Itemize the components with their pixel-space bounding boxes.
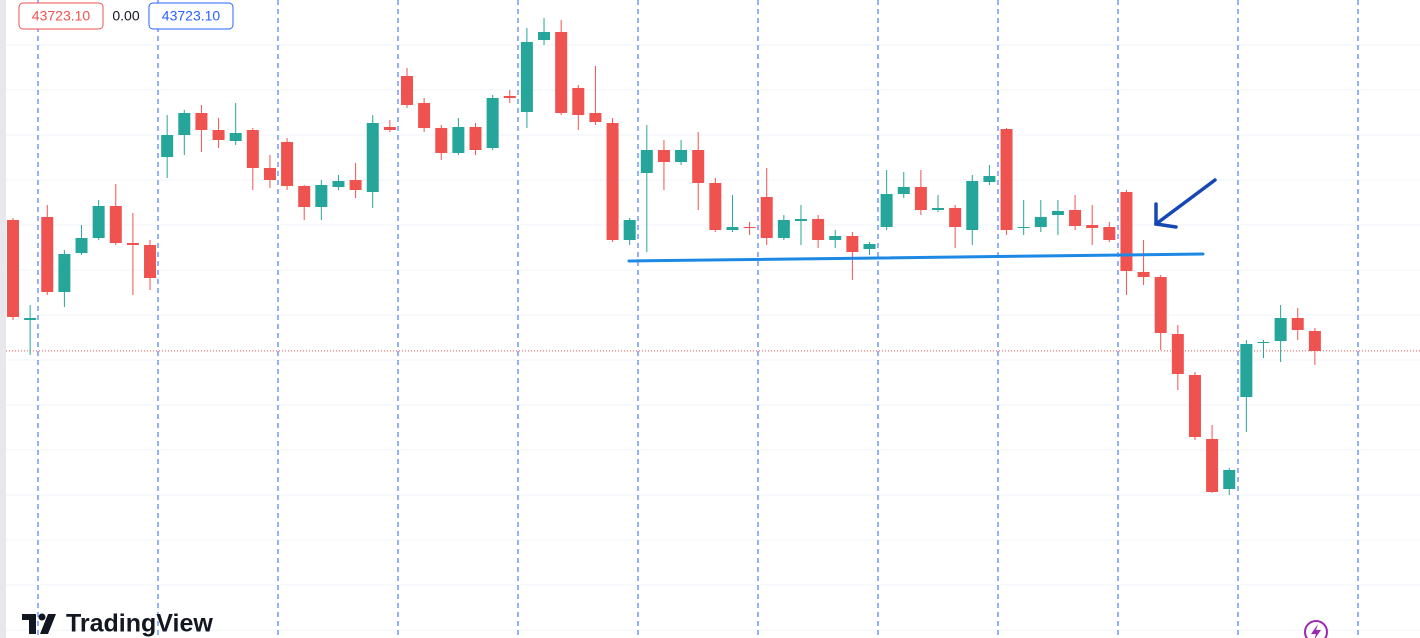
arrow-shaft [1154,178,1217,226]
arrow [1154,178,1217,229]
candle-body [623,220,636,240]
candle-body [743,227,756,228]
logo [22,613,56,634]
candle-body [1000,129,1013,230]
logo-dot [38,613,46,621]
candle-body [777,220,790,238]
candle-body [126,243,139,245]
candle-body [229,133,242,141]
candle-body [315,185,328,207]
candle-body [195,113,208,130]
candle-body [1240,344,1253,397]
candle-body [846,236,859,252]
price-box [148,2,234,30]
candle-body [1051,211,1064,215]
candle-body [332,181,345,187]
candle-body [983,176,996,182]
candle-body [144,245,157,278]
candle-body [897,187,910,194]
candle-body [58,254,71,292]
candle-body [932,208,945,210]
candle-body [572,88,585,115]
candle-body [452,127,465,153]
candle-body [760,197,773,238]
candle-body [829,236,842,240]
candle-body [1308,331,1321,351]
candle-body [555,32,568,113]
candle-body [1137,272,1150,277]
candle-body [1206,439,1219,492]
candle-body [349,180,362,190]
candle-body [914,187,927,210]
grid [6,0,1420,638]
candle-body [1103,227,1116,240]
candle-body [469,127,482,150]
candle-body [366,123,379,192]
candle-body [1291,318,1304,330]
candle-body [281,142,294,186]
candle-body [640,150,653,173]
candle-body [75,238,88,253]
candle-body [1171,334,1184,374]
candle-body [92,206,105,238]
brand: TradingView [66,610,213,638]
candle-body [520,42,533,112]
candle-body [1154,277,1167,333]
candle-body [486,98,499,148]
candle-body [109,206,122,243]
candle-body [503,96,516,98]
candle-body [692,150,705,183]
candle-body [1069,210,1082,226]
candle-body [41,217,54,292]
price-box [18,2,104,30]
candle-body [435,128,448,153]
arrow-head [1154,202,1178,229]
candle-body [161,135,174,157]
candle-body [538,32,551,40]
candle-body [726,227,739,230]
candle-body [589,113,602,122]
candle-body [1120,192,1133,271]
candle-body [212,130,225,140]
candle-body [24,318,37,320]
candle-body [178,113,191,135]
price-label: 43723.10 [32,8,91,24]
candle-body [246,130,259,168]
lightning-bolt [1311,624,1321,638]
price-label: 43723.10 [162,8,221,24]
candle-body [966,181,979,230]
change-label: 0.00 [112,8,139,24]
left-edge [0,0,6,638]
candle-body [400,76,413,105]
candle-body [1274,318,1287,341]
candle-body [949,208,962,227]
trend-line [627,252,1205,263]
lightning-icon [1304,620,1328,638]
plot [7,18,1321,495]
candle-body [1223,470,1236,489]
candle-body [675,150,688,162]
logo-stem [29,614,36,634]
candle-body [709,183,722,230]
candle-body [794,219,807,221]
candle-body [383,127,396,130]
candle-body [880,194,893,227]
candle-body [418,103,431,128]
candle-body [1257,342,1270,343]
candle-body [657,150,670,162]
candle-body [1086,225,1099,228]
candle-body [263,168,276,180]
logo-slash [40,614,56,634]
candle-body [7,220,19,317]
candle-body [1034,217,1047,227]
candle-body [863,244,876,249]
candle-body [1017,227,1030,228]
candle-body [606,123,619,240]
candle-body [1188,375,1201,437]
candle-body [812,219,825,240]
candle-body [298,186,311,207]
